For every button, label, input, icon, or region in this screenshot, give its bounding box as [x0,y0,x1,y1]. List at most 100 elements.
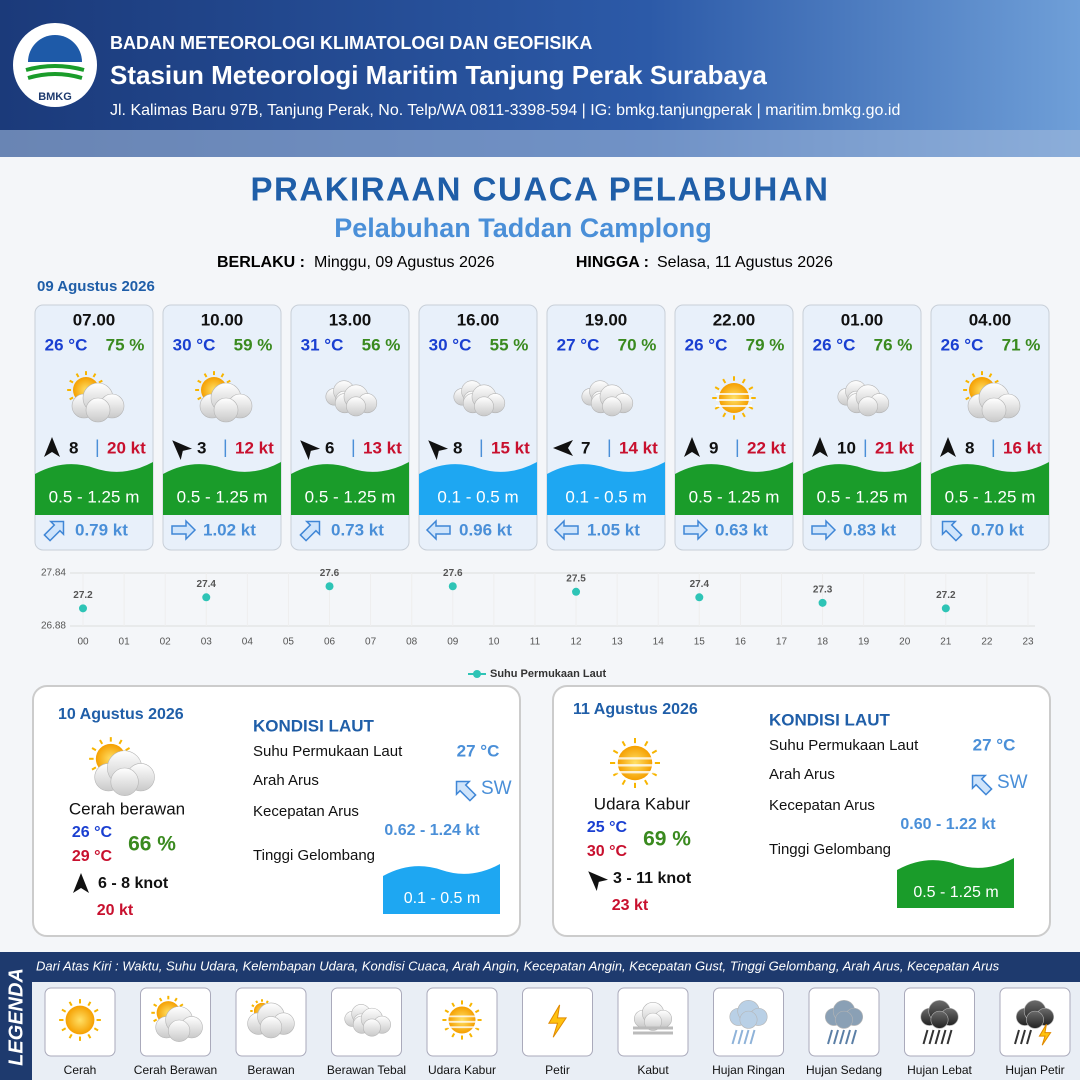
current-arrow [299,520,321,542]
legend-title: LEGENDA [5,968,27,1066]
sun-ray [468,1032,473,1038]
x-tick-label: 01 [119,637,131,648]
day-wind: 6 - 8 knot [98,875,169,892]
x-tick-label: 21 [940,637,952,648]
valid-to: Selasa, 11 Agustus 2026 [657,254,833,271]
sun-ray [98,379,103,384]
slot-gust: 21 kt [875,438,914,457]
sea-title: KONDISI LAUT [253,716,375,735]
bolt [547,1004,568,1038]
slot-humidity: 55 % [490,335,529,354]
weather-icon [247,999,295,1039]
day1-date: 09 Agustus 2026 [37,278,155,295]
data-point [818,598,827,607]
slot-wave: 0.1 - 0.5 m [565,487,646,506]
y-tick-label: 27.84 [41,568,66,579]
wind-arrow [44,437,60,457]
rain-drop [833,1029,839,1045]
sun-ray [68,1001,73,1007]
rain-drop [1026,1029,1032,1045]
sun-ray [153,1018,158,1023]
y-tick-label: 26.88 [41,621,66,632]
separator: | [351,437,356,457]
slot-time: 16.00 [457,310,500,329]
org: BADAN METEOROLOGI KLIMATOLOGI DAN GEOFIS… [110,33,592,53]
sun-ray [91,766,97,771]
subtitle: Pelabuhan Taddan Camplong [334,213,712,243]
slot-wave: 0.5 - 1.25 m [177,487,268,506]
rain-drop [946,1029,953,1045]
current-arrow [455,780,477,802]
data-point [202,593,211,602]
x-tick-label: 08 [406,637,418,648]
rain-drop [1020,1029,1026,1045]
cloud-part [259,1016,283,1039]
legend-item: Cerah [64,1063,97,1077]
x-tick-label: 05 [283,637,295,648]
x-tick-label: 23 [1022,637,1034,648]
slot-current: 0.63 kt [715,520,768,539]
day-tmin: 25 °C [587,819,628,836]
weather-icon [963,371,1021,423]
slot-current: 0.73 kt [331,520,384,539]
day-gust: 23 kt [612,897,649,914]
sun-ray [971,373,976,378]
valid-from-label: BERLAKU : [217,254,305,271]
cloud-part [168,1019,191,1042]
slot-wave: 0.5 - 1.25 m [945,487,1036,506]
logo-arc [28,35,82,62]
legend-item: Berawan Tebal [327,1063,406,1077]
x-tick-label: 13 [612,637,624,648]
sun-ray [158,997,163,1002]
legend-strip [0,952,32,1080]
slot-wave: 0.5 - 1.25 m [305,487,396,506]
wave-label: Tinggi Gelombang [769,841,891,858]
day-tmin: 26 °C [72,824,113,841]
slot-temp: 26 °C [813,335,856,354]
x-tick-label: 14 [653,637,665,648]
sun-ray [153,1003,158,1007]
sun [719,383,749,413]
slot-wind: 10 [837,438,856,457]
weather-icon [59,999,101,1041]
cloud-part [474,396,494,417]
sun [65,1005,95,1035]
current-arrow [971,774,993,796]
sun-ray [474,1009,480,1014]
day-tmax: 30 °C [587,843,628,860]
wave-band [547,462,665,515]
speed-label: Kecepatan Arus [253,803,359,820]
wind-arrow [172,440,193,461]
slot-gust: 14 kt [619,438,658,457]
slot-wind: 8 [69,438,78,457]
rain-drop [1014,1029,1020,1045]
station: Stasiun Meteorologi Maritim Tanjung Pera… [110,60,767,90]
sun-ray [75,373,80,378]
wind-arrow [940,437,956,457]
weather-icon [824,1000,864,1045]
x-tick-label: 06 [324,637,336,648]
sun [617,745,653,781]
sun-ray [251,1004,255,1008]
cloud-part [346,396,366,417]
rain-drop [749,1029,756,1045]
wave-band [383,864,500,914]
sun-ray [468,1002,473,1008]
weather-icon [920,1000,959,1045]
current-arrow [425,519,451,541]
valid-from: Minggu, 09 Agustus 2026 [314,254,495,271]
cloud-part [930,1010,949,1029]
sun-ray [220,373,225,378]
wave-band [291,462,409,515]
legend-item: Udara Kabur [428,1063,496,1077]
slot-current: 0.70 kt [971,520,1024,539]
day-gust: 20 kt [97,902,134,919]
data-label: 27.4 [690,579,710,590]
slot-temp: 30 °C [173,335,216,354]
sun-ray [197,379,202,384]
sun-ray [451,1002,456,1008]
slot-time: 07.00 [73,310,116,329]
x-tick-label: 15 [694,637,706,648]
day-wind: 3 - 11 knot [613,870,692,887]
dir: SW [481,778,512,799]
